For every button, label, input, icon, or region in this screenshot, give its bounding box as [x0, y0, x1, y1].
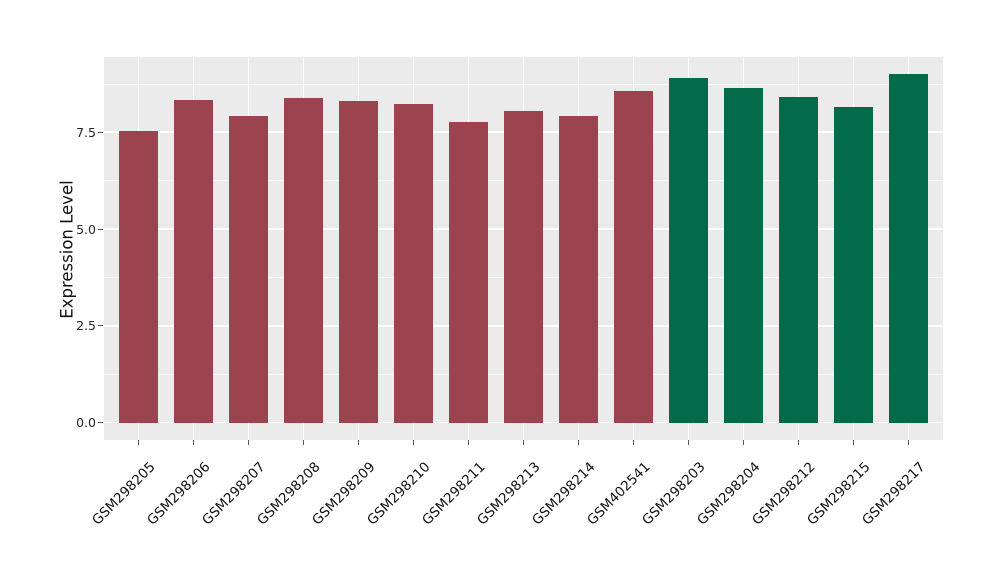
y-tick-label: 5.0 — [76, 221, 96, 237]
x-tick-mark — [798, 440, 800, 445]
y-tick-mark — [98, 421, 103, 424]
x-tick-mark — [192, 440, 194, 445]
y-tick-mark — [98, 228, 103, 230]
x-tick-mark — [577, 440, 580, 445]
x-tick-mark — [412, 440, 415, 445]
x-tick-mark — [357, 440, 359, 445]
y-tick-mark — [98, 325, 103, 327]
x-tick-mark — [632, 440, 635, 445]
bar-GSM298209 — [338, 101, 379, 423]
x-tick-mark — [467, 440, 470, 445]
bar-GSM298211 — [448, 121, 489, 423]
x-tick-mark — [853, 440, 855, 445]
bar-GSM402541 — [613, 91, 654, 423]
bar-GSM298214 — [558, 115, 599, 423]
bar-GSM298203 — [668, 77, 709, 423]
y-tick-mark — [98, 131, 103, 134]
plot-panel — [104, 57, 943, 440]
y-tick-label: 2.5 — [76, 318, 96, 334]
x-tick-mark — [687, 440, 690, 445]
bar-GSM298217 — [888, 74, 929, 423]
bar-GSM298205 — [118, 130, 159, 423]
bar-GSM298208 — [283, 98, 324, 423]
bar-GSM298215 — [833, 107, 874, 423]
bar-GSM298207 — [228, 115, 269, 423]
x-tick-mark — [247, 440, 249, 445]
bar-GSM298213 — [503, 111, 544, 423]
x-tick-mark — [743, 440, 745, 445]
bar-GSM298206 — [173, 99, 214, 423]
bar-GSM298204 — [723, 88, 764, 423]
bar-GSM298212 — [778, 97, 819, 423]
x-tick-mark — [522, 440, 525, 445]
x-tick-mark — [908, 440, 910, 445]
bar-GSM298210 — [393, 104, 434, 423]
y-tick-label: 0.0 — [76, 415, 96, 431]
x-tick-mark — [137, 440, 139, 445]
x-tick-mark — [302, 440, 304, 445]
y-tick-label: 7.5 — [76, 124, 96, 140]
